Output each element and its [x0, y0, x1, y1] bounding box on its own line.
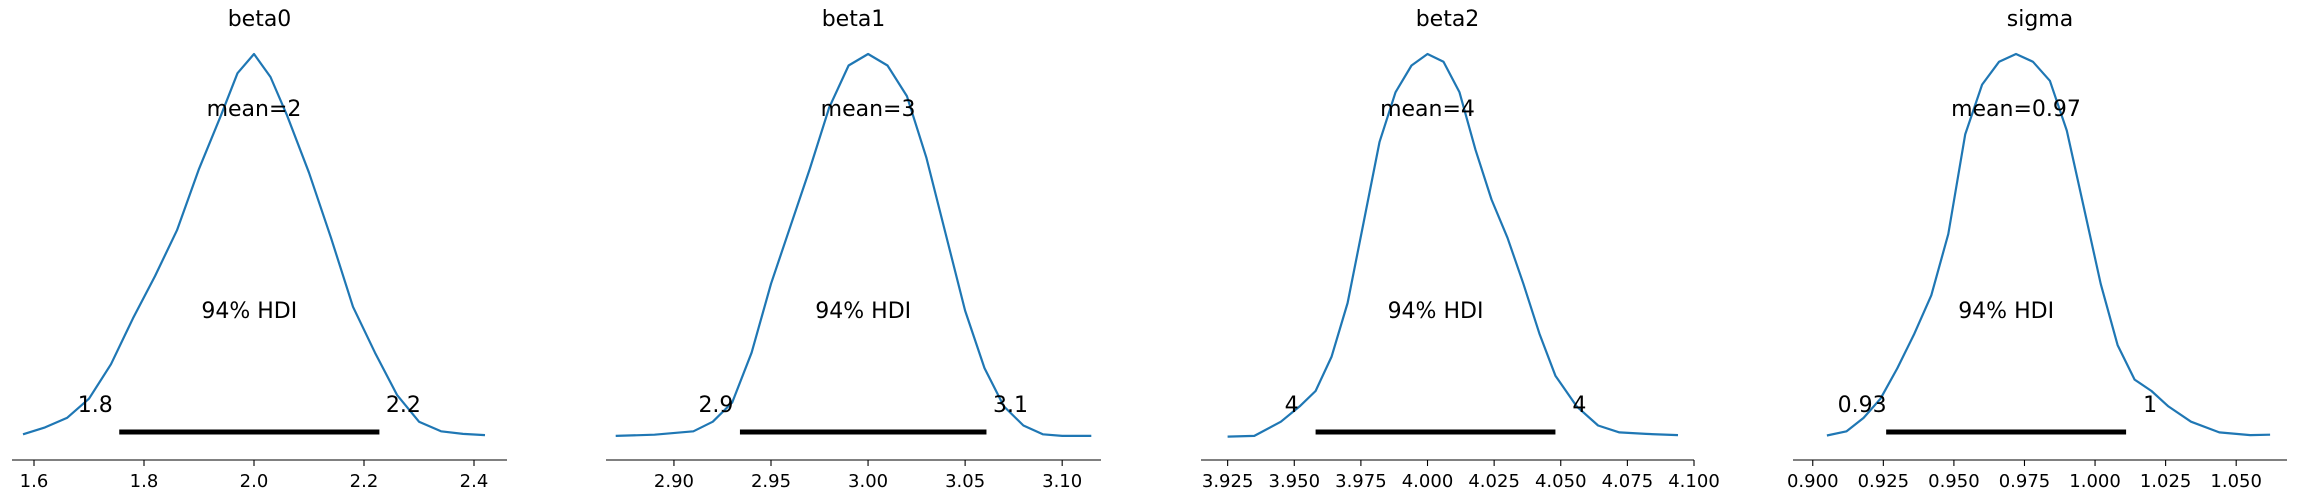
mean-label: mean=0.97: [1951, 97, 2081, 122]
x-tick-label: 2.90: [654, 471, 694, 492]
panel-title: beta0: [228, 7, 292, 32]
x-tick-label: 4.100: [1668, 471, 1720, 492]
x-tick-label: 4.075: [1602, 471, 1654, 492]
x-tick-label: 1.050: [2210, 471, 2262, 492]
hdi-label: 94% HDI: [201, 299, 297, 324]
x-tick-label: 4.025: [1468, 471, 1520, 492]
density-curve: [615, 52, 1092, 437]
panel-beta0: beta0 mean=2 94% HDI 1.8 2.2 1.6 1.8 2.0 2.2 2.4: [12, 7, 507, 492]
panel-beta1: beta1 mean=3 94% HDI 2.9 3.1 2.90 2.95 3.00 3.05…: [606, 7, 1101, 492]
density-curve: [1227, 52, 1679, 438]
mean-label: mean=4: [1380, 97, 1475, 122]
density-curve: [22, 52, 486, 437]
hdi-lower-label: 0.93: [1838, 393, 1887, 418]
hdi-upper-label: 2.2: [386, 393, 421, 418]
x-tick-label: 1.025: [2140, 471, 2192, 492]
panel-title: sigma: [2007, 7, 2073, 32]
mean-label: mean=2: [207, 97, 302, 122]
x-tick-label: 3.925: [1202, 471, 1254, 492]
hdi-label: 94% HDI: [1388, 299, 1484, 324]
x-tick-label: 0.975: [1999, 471, 2051, 492]
hdi-lower-label: 2.9: [698, 393, 733, 418]
x-tick-label: 2.0: [240, 471, 269, 492]
mean-label: mean=3: [821, 97, 916, 122]
density-curve: [1826, 52, 2271, 437]
hdi-upper-label: 3.1: [993, 393, 1028, 418]
x-tick-label: 1.000: [2069, 471, 2121, 492]
hdi-lower-label: 1.8: [78, 393, 113, 418]
x-tick-label: 1.8: [130, 471, 159, 492]
hdi-upper-label: 4: [1572, 393, 1586, 418]
x-tick-label: 0.900: [1787, 471, 1839, 492]
x-tick-label: 4.000: [1402, 471, 1454, 492]
panel-title: beta1: [822, 7, 886, 32]
x-tick-label: 3.00: [848, 471, 888, 492]
hdi-upper-label: 1: [2143, 393, 2157, 418]
hdi-lower-label: 4: [1285, 393, 1299, 418]
x-tick-label: 2.95: [751, 471, 791, 492]
hdi-label: 94% HDI: [1958, 299, 2054, 324]
x-tick-label: 0.950: [1928, 471, 1980, 492]
panel-beta2: beta2 mean=4 94% HDI 4 4 3.925 3.950 3.975 4.000…: [1201, 7, 1720, 492]
x-tick-label: 2.2: [350, 471, 379, 492]
hdi-label: 94% HDI: [815, 299, 911, 324]
x-tick-label: 3.975: [1335, 471, 1387, 492]
panel-sigma: sigma mean=0.97 94% HDI 0.93 1 0.900 0.925 0.95…: [1787, 7, 2287, 492]
panel-title: beta2: [1416, 7, 1480, 32]
x-tick-label: 3.950: [1269, 471, 1321, 492]
x-tick-label: 1.6: [20, 471, 49, 492]
x-tick-label: 0.925: [1858, 471, 1910, 492]
x-tick-label: 4.050: [1535, 471, 1587, 492]
x-tick-label: 2.4: [460, 471, 489, 492]
x-tick-label: 3.10: [1042, 471, 1082, 492]
x-tick-label: 3.05: [945, 471, 985, 492]
